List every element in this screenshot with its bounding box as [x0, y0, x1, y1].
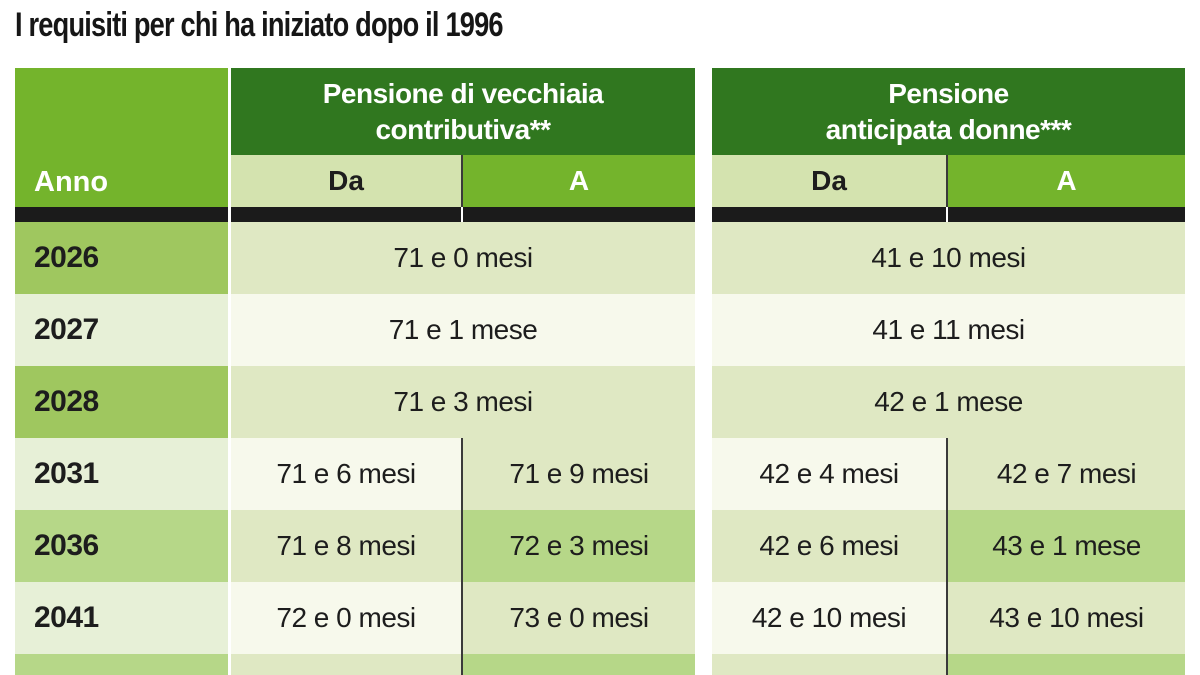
anticipata-a-cell: 43 e 1 mese	[946, 510, 1185, 582]
page-title: I requisiti per chi ha iniziato dopo il …	[15, 6, 504, 44]
da-label: Da	[328, 165, 364, 196]
year-cell: 2036	[15, 510, 228, 582]
vecchiaia-da-cell: 71 e 6 mesi	[231, 438, 461, 510]
table-row: 42 e 6 mesi 43 e 1 mese	[712, 510, 1185, 582]
table-row: 2027 71 e 1 mese	[15, 294, 695, 366]
anticipata-a-cell	[946, 654, 1185, 675]
column-gap	[228, 438, 231, 510]
table-row: 2028 71 e 3 mesi	[15, 366, 695, 438]
anticipata-da-column-header: Da	[712, 155, 946, 207]
a-label: A	[1056, 165, 1077, 196]
table-row: 42 e 10 mesi 43 e 10 mesi	[712, 582, 1185, 654]
column-gap	[228, 294, 231, 366]
year-cell: 2041	[15, 582, 228, 654]
anticipata-a-cell: 43 e 10 mesi	[946, 582, 1185, 654]
anticipata-da-cell: 42 e 4 mesi	[712, 438, 946, 510]
table-row: 2026 71 e 0 mesi	[15, 222, 695, 294]
vecchiaia-merged-cell: 71 e 1 mese	[231, 294, 695, 366]
anticipata-a-column-header: A	[946, 155, 1185, 207]
group-header-anticipata: Pensione anticipata donne***	[712, 68, 1185, 155]
table-row: 2036 71 e 8 mesi 72 e 3 mesi	[15, 510, 695, 582]
vecchiaia-a-cell: 72 e 3 mesi	[461, 510, 695, 582]
anno-header-cell: Anno	[15, 68, 228, 207]
header-divider-bar	[231, 207, 461, 222]
column-gap	[228, 510, 231, 582]
anticipata-merged-cell: 41 e 10 mesi	[712, 222, 1185, 294]
table-row-partial	[712, 654, 1185, 675]
table-row-partial	[15, 654, 695, 675]
column-gap	[228, 654, 231, 675]
group-header-anticipata-line2: anticipata donne***	[825, 113, 1072, 145]
column-gap	[228, 222, 231, 294]
anticipata-da-cell: 42 e 6 mesi	[712, 510, 946, 582]
vecchiaia-a-column-header: A	[461, 155, 695, 207]
year-cell	[15, 654, 228, 675]
table-row: 41 e 10 mesi	[712, 222, 1185, 294]
vecchiaia-a-cell: 73 e 0 mesi	[461, 582, 695, 654]
header-divider-bar	[948, 207, 1185, 222]
vecchiaia-a-cell	[461, 654, 695, 675]
header-divider-bar	[463, 207, 695, 222]
anticipata-da-cell	[712, 654, 946, 675]
vecchiaia-merged-cell: 71 e 3 mesi	[231, 366, 695, 438]
group-header-vecchiaia-line1: Pensione di vecchiaia	[322, 77, 604, 109]
a-label: A	[568, 165, 590, 196]
vecchiaia-da-cell: 71 e 8 mesi	[231, 510, 461, 582]
vecchiaia-merged-cell: 71 e 0 mesi	[231, 222, 695, 294]
group-header-anticipata-line1: Pensione	[888, 77, 1009, 109]
vecchiaia-da-cell: 72 e 0 mesi	[231, 582, 461, 654]
da-label: Da	[811, 165, 847, 196]
vecchiaia-da-column-header: Da	[231, 155, 461, 207]
header-divider-bar	[712, 207, 946, 222]
year-cell: 2027	[15, 294, 228, 366]
table-row: 42 e 4 mesi 42 e 7 mesi	[712, 438, 1185, 510]
table-row: 42 e 1 mese	[712, 366, 1185, 438]
vecchiaia-da-cell	[231, 654, 461, 675]
anticipata-merged-cell: 42 e 1 mese	[712, 366, 1185, 438]
year-cell: 2028	[15, 366, 228, 438]
anticipata-a-cell: 42 e 7 mesi	[946, 438, 1185, 510]
table-row: 41 e 11 mesi	[712, 294, 1185, 366]
year-cell: 2031	[15, 438, 228, 510]
anno-label: Anno	[34, 166, 109, 198]
year-cell: 2026	[15, 222, 228, 294]
group-header-vecchiaia-line2: contributiva**	[375, 113, 551, 145]
header-divider-bar	[15, 207, 228, 222]
vecchiaia-a-cell: 71 e 9 mesi	[461, 438, 695, 510]
group-header-vecchiaia: Pensione di vecchiaia contributiva**	[231, 68, 695, 155]
column-gap	[228, 366, 231, 438]
anticipata-da-cell: 42 e 10 mesi	[712, 582, 946, 654]
table-row: 2041 72 e 0 mesi 73 e 0 mesi	[15, 582, 695, 654]
table-row: 2031 71 e 6 mesi 71 e 9 mesi	[15, 438, 695, 510]
anticipata-merged-cell: 41 e 11 mesi	[712, 294, 1185, 366]
column-gap	[228, 582, 231, 654]
